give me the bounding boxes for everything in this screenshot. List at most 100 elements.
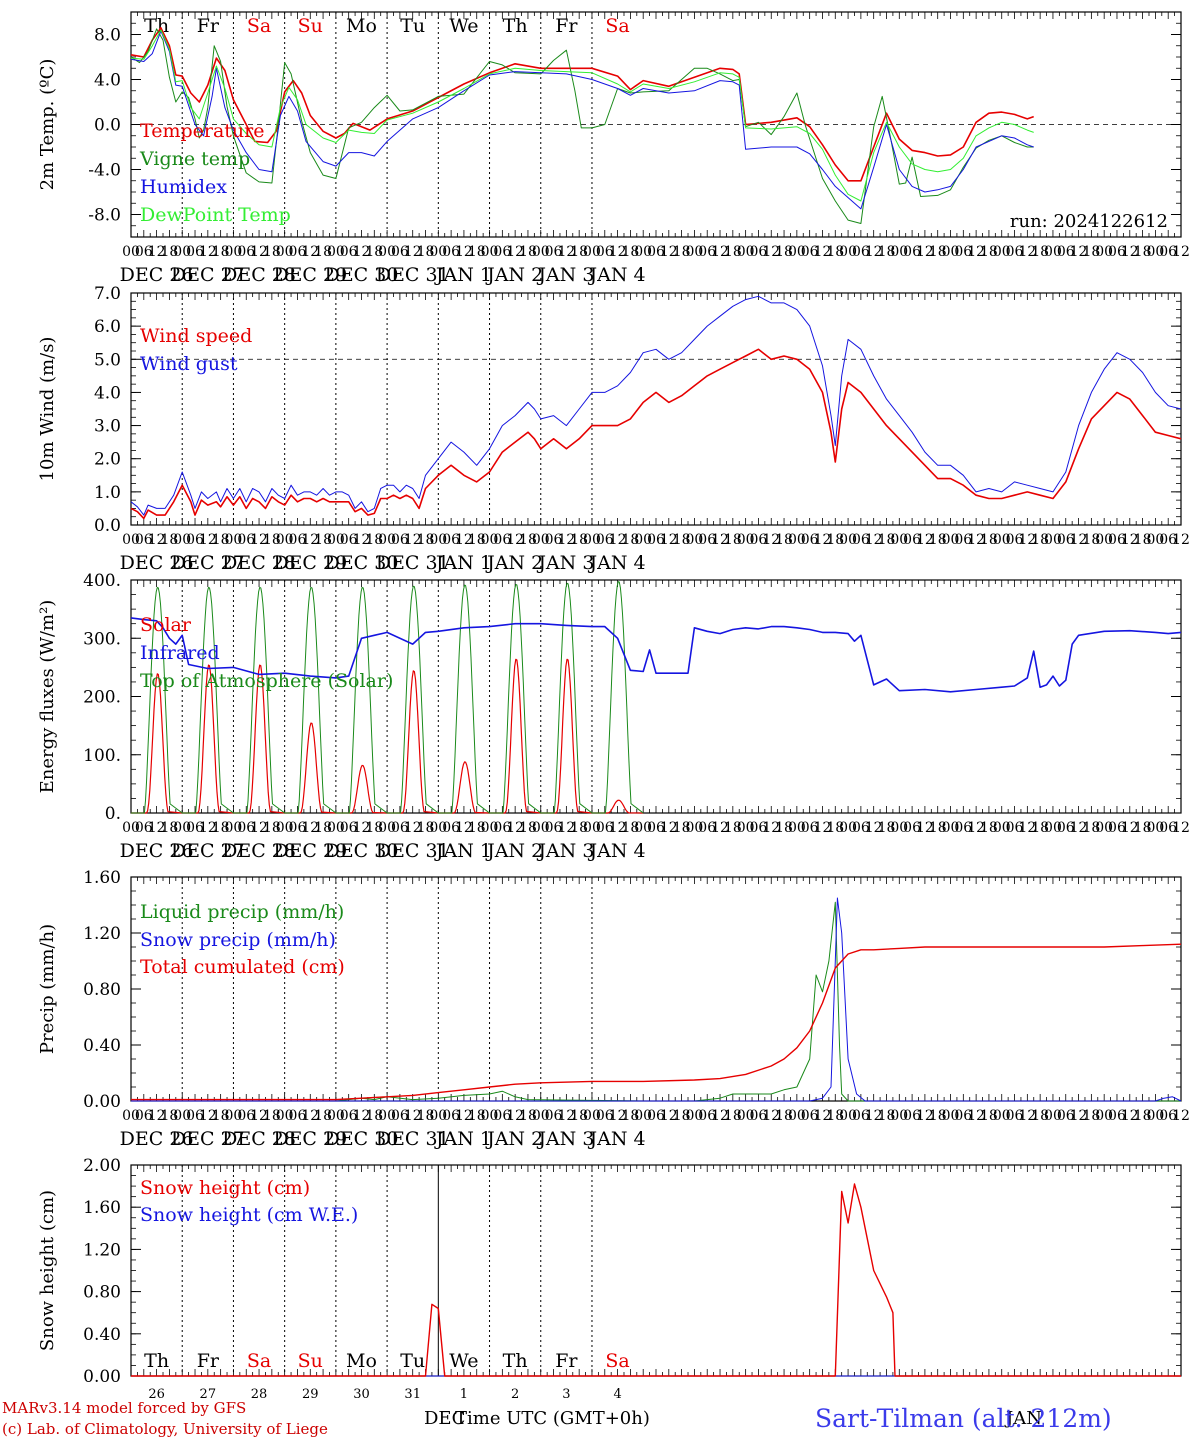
hour-tick-label: 06 [801, 1108, 819, 1124]
hour-tick-label: 06 [289, 820, 307, 836]
weekday-label: Mo [346, 15, 377, 37]
hour-tick-label: 06 [852, 532, 870, 548]
hour-tick-label: 00 [225, 244, 243, 260]
date-label: DEC 29 [273, 1128, 347, 1150]
hour-tick-label: 06 [1057, 820, 1075, 836]
hour-tick-label: 06 [545, 532, 563, 548]
hour-tick-label: 12 [506, 244, 524, 260]
date-label: DEC 28 [222, 552, 296, 574]
series-line-dewpoint-temp [130, 29, 1034, 202]
hour-tick-label: 18 [980, 820, 998, 836]
hour-tick-label: 06 [750, 820, 768, 836]
legend-entry: Temperature [140, 120, 264, 142]
hour-tick-label: 12 [557, 244, 575, 260]
hour-tick-label: 00 [686, 244, 704, 260]
hour-tick-label: 18 [314, 820, 332, 836]
date-label: JAN 4 [588, 264, 646, 286]
hour-tick-label: 12 [711, 532, 729, 548]
date-label: JAN 1 [434, 264, 492, 286]
hour-tick-label: 06 [647, 1108, 665, 1124]
hour-tick-label: 06 [954, 1108, 972, 1124]
hour-tick-label: 18 [929, 820, 947, 836]
hour-tick-label: 00 [1095, 244, 1113, 260]
hour-tick-label: 06 [1108, 244, 1126, 260]
hour-tick-label: 00 [839, 820, 857, 836]
hour-tick-label: 00 [327, 244, 345, 260]
hour-tick-label: 06 [903, 532, 921, 548]
footer-month-left: DEC [424, 1408, 465, 1429]
hour-tick-label: 12 [199, 1108, 217, 1124]
hour-tick-label: 00 [634, 820, 652, 836]
hour-tick-label: 12 [967, 532, 985, 548]
hour-tick-label: 18 [826, 820, 844, 836]
date-label: DEC 28 [222, 1128, 296, 1150]
hour-tick-label: 06 [340, 1108, 358, 1124]
date-label: DEC 30 [325, 552, 399, 574]
day-number-label: 28 [251, 1387, 268, 1402]
hour-tick-label: 12 [353, 244, 371, 260]
weekday-label: Fr [555, 1350, 578, 1372]
legend-entry: Solar [140, 614, 192, 636]
hour-tick-label: 00 [532, 1108, 550, 1124]
y-axis-title: Energy fluxes (W/m²) [37, 600, 58, 794]
hour-tick-label: 00 [1146, 244, 1164, 260]
hour-tick-label: 06 [647, 244, 665, 260]
hour-tick-label: 12 [1070, 1108, 1088, 1124]
hour-tick-label: 18 [314, 532, 332, 548]
hour-tick-label: 12 [762, 820, 780, 836]
station-label: Sart-Tilman (alt. 212m) [815, 1404, 1112, 1433]
hour-tick-label: 00 [1146, 532, 1164, 548]
hour-tick-label: 18 [314, 244, 332, 260]
legend-entry: Liquid precip (mm/h) [140, 901, 344, 923]
date-label: JAN 3 [536, 1128, 594, 1150]
panel-3: 0. 100. 200. 300. 400. Energy fluxes (W/m²) 00… [37, 571, 1190, 862]
hour-tick-label: 18 [468, 1108, 486, 1124]
hour-tick-label: 18 [570, 820, 588, 836]
hour-tick-label: 12 [148, 820, 166, 836]
date-label: JAN 2 [485, 840, 543, 862]
hour-tick-label: 18 [519, 532, 537, 548]
hour-tick-label: 12 [1121, 532, 1139, 548]
hour-tick-label: 12 [711, 244, 729, 260]
hour-tick-label: 00 [737, 1108, 755, 1124]
hour-tick-label: 12 [711, 820, 729, 836]
hour-tick-label: 00 [993, 244, 1011, 260]
hour-tick-label: 18 [314, 1108, 332, 1124]
hour-tick-label: 12 [762, 532, 780, 548]
y-tick-label: 2.0 [94, 450, 121, 470]
hour-tick-label: 00 [122, 1108, 140, 1124]
hour-tick-label: 06 [698, 820, 716, 836]
hour-tick-label: 00 [429, 244, 447, 260]
hour-tick-label: 18 [980, 532, 998, 548]
hour-tick-label: 06 [596, 244, 614, 260]
hour-tick-label: 18 [621, 1108, 639, 1124]
weekday-label: Fr [555, 15, 578, 37]
hour-tick-label: 18 [212, 244, 230, 260]
hour-tick-label: 18 [417, 244, 435, 260]
hour-tick-label: 12 [506, 820, 524, 836]
hour-tick-label: 18 [365, 532, 383, 548]
hour-tick-label: 00 [276, 1108, 294, 1124]
hour-tick-label: 12 [250, 820, 268, 836]
day-number-label: 4 [613, 1387, 621, 1402]
hour-tick-label: 12 [916, 244, 934, 260]
hour-tick-label: 18 [878, 532, 896, 548]
hour-tick-label: 18 [775, 1108, 793, 1124]
hour-tick-label: 12 [1172, 532, 1190, 548]
date-label: DEC 31 [376, 1128, 450, 1150]
hour-tick-label: 00 [583, 532, 601, 548]
hour-tick-label: 12 [1172, 1108, 1190, 1124]
hour-tick-label: 12 [660, 820, 678, 836]
hour-tick-label: 18 [929, 244, 947, 260]
date-label: DEC 31 [376, 552, 450, 574]
hour-tick-label: 00 [276, 244, 294, 260]
y-tick-label: 0. [105, 804, 121, 824]
footer: MARv3.14 model forced by GFS (c) Lab. of… [2, 1399, 1112, 1438]
footer-lab-credit: (c) Lab. of Climatology, University of L… [2, 1420, 328, 1438]
hour-tick-label: 18 [1031, 244, 1049, 260]
hour-tick-label: 00 [788, 244, 806, 260]
panel-5: 0.00 0.40 0.80 1.20 1.60 2.00 Snow height (cm)… [37, 1156, 1182, 1402]
hour-tick-label: 00 [942, 244, 960, 260]
hour-tick-label: 12 [814, 1108, 832, 1124]
